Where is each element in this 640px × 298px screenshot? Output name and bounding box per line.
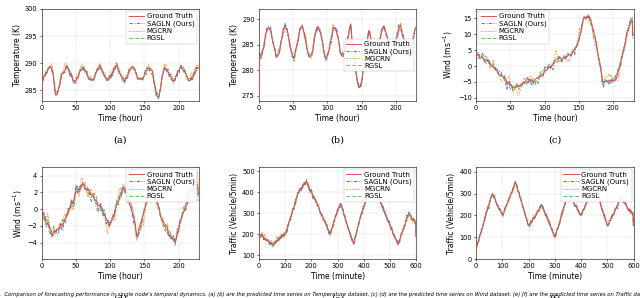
X-axis label: Time (hour): Time (hour) <box>532 114 577 123</box>
Text: (d): (d) <box>113 294 127 298</box>
Text: (e): (e) <box>331 294 344 298</box>
X-axis label: Time (hour): Time (hour) <box>316 114 360 123</box>
Legend: Ground Truth, SAGLN (Ours), MGCRN, RGSL: Ground Truth, SAGLN (Ours), MGCRN, RGSL <box>344 169 414 202</box>
Y-axis label: Traffic (Vehicle/5min): Traffic (Vehicle/5min) <box>447 173 456 254</box>
Legend: Ground Truth, SAGLN (Ours), MGCRN, RGSL: Ground Truth, SAGLN (Ours), MGCRN, RGSL <box>478 11 549 44</box>
Y-axis label: Temperature (K): Temperature (K) <box>13 24 22 86</box>
Y-axis label: Traffic (Vehicle/5min): Traffic (Vehicle/5min) <box>230 173 239 254</box>
X-axis label: Time (minute): Time (minute) <box>528 272 582 281</box>
Y-axis label: Wind (ms$^{-1}$): Wind (ms$^{-1}$) <box>442 31 455 79</box>
Legend: Ground Truth, SAGLN (Ours), MGCRN, RGSL: Ground Truth, SAGLN (Ours), MGCRN, RGSL <box>561 169 632 202</box>
Y-axis label: Wind (ms$^{-1}$): Wind (ms$^{-1}$) <box>12 189 25 238</box>
Y-axis label: Temperature (K): Temperature (K) <box>230 24 239 86</box>
X-axis label: Time (minute): Time (minute) <box>310 272 365 281</box>
Text: (b): (b) <box>331 136 344 145</box>
Legend: Ground Truth, SAGLN (Ours), MGCRN, RGSL: Ground Truth, SAGLN (Ours), MGCRN, RGSL <box>344 39 414 71</box>
X-axis label: Time (hour): Time (hour) <box>98 272 143 281</box>
Legend: Ground Truth, SAGLN (Ours), MGCRN, RGSL: Ground Truth, SAGLN (Ours), MGCRN, RGSL <box>126 11 197 44</box>
X-axis label: Time (hour): Time (hour) <box>98 114 143 123</box>
Text: (a): (a) <box>113 136 127 145</box>
Text: (c): (c) <box>548 136 561 145</box>
Legend: Ground Truth, SAGLN (Ours), MGCRN, RGSL: Ground Truth, SAGLN (Ours), MGCRN, RGSL <box>126 169 197 202</box>
Text: Fig. 4.  Comparison of forecasting performance in single node's temporal dynamic: Fig. 4. Comparison of forecasting perfor… <box>0 291 640 297</box>
Text: (f): (f) <box>549 294 561 298</box>
